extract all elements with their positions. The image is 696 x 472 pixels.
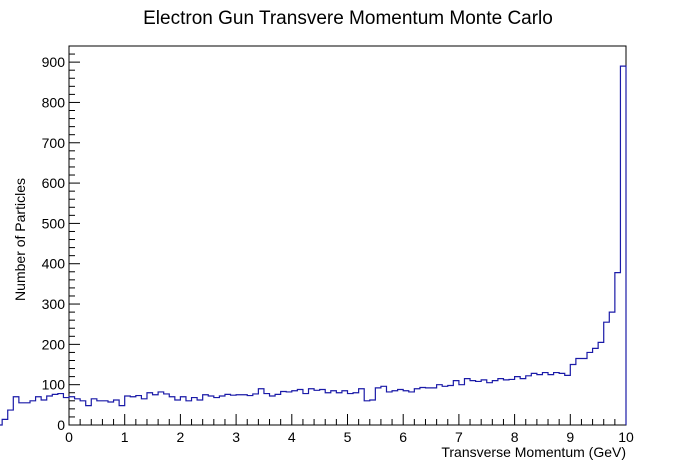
x-tick-label: 1	[121, 429, 129, 445]
x-tick-label: 6	[399, 429, 407, 445]
histogram-series	[0, 65, 627, 426]
x-axis-label: Transverse Momentum (GeV)	[441, 444, 626, 460]
x-tick-label: 8	[511, 429, 519, 445]
y-tick-label: 500	[42, 215, 66, 231]
x-tick-label: 4	[288, 429, 296, 445]
x-tick-label: 3	[232, 429, 240, 445]
y-tick-label: 600	[42, 175, 66, 191]
y-tick-label: 400	[42, 256, 66, 272]
y-axis-label: Number of Particles	[12, 178, 28, 301]
plot-frame	[68, 45, 627, 426]
y-tick-label: 700	[42, 135, 66, 151]
chart-title: Electron Gun Transvere Momentum Monte Ca…	[143, 8, 553, 29]
y-tick-label: 200	[42, 336, 66, 352]
y-tick-label: 800	[42, 94, 66, 110]
y-tick-label: 100	[42, 377, 66, 393]
x-tick-label: 5	[344, 429, 352, 445]
x-tick-label: 10	[618, 429, 634, 445]
x-tick-label: 0	[65, 429, 73, 445]
y-tick-label: 0	[57, 417, 65, 433]
y-tick-label: 300	[42, 296, 66, 312]
y-tick-label: 900	[42, 54, 66, 70]
x-tick-label: 9	[566, 429, 574, 445]
x-tick-label: 7	[455, 429, 463, 445]
x-tick-label: 2	[177, 429, 185, 445]
